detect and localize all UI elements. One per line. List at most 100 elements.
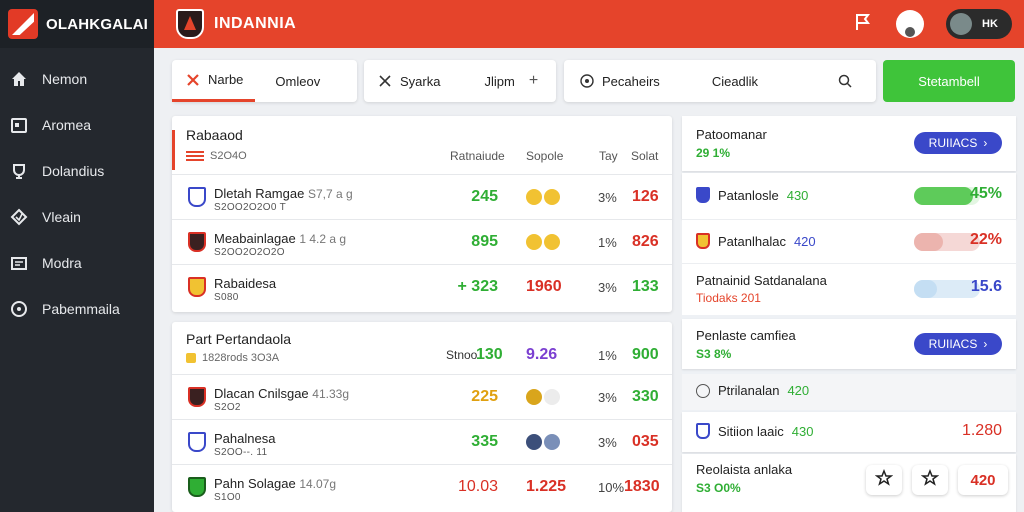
team-meta: S2OO2O2O0 T bbox=[214, 202, 287, 213]
tab-omleov[interactable]: Omleov bbox=[275, 73, 321, 89]
favorite-button[interactable] bbox=[912, 465, 948, 495]
cross-tools-icon bbox=[186, 73, 200, 87]
globe-icon bbox=[580, 74, 594, 88]
cup-icon bbox=[10, 162, 28, 180]
sidebar-nav: Nemon Aromea Dolandius Vleain Modra bbox=[0, 56, 154, 332]
coins-icon bbox=[526, 389, 560, 405]
progress-fill bbox=[914, 187, 974, 205]
tab-pecaheirs[interactable]: Pecaheirs bbox=[602, 73, 660, 89]
panel-title: Patoomanar bbox=[696, 127, 767, 142]
panel-row[interactable]: Patanlosle 430 45% bbox=[682, 173, 1016, 219]
value-total: 330 bbox=[632, 388, 659, 405]
panel-row-label: Patnainid Satdanalana bbox=[696, 273, 827, 288]
right-panel: Patoomanar 29 1% RUIIACS › Patanlosle 43… bbox=[682, 116, 1016, 512]
panel-row[interactable]: Ptrilanalan 420 bbox=[682, 374, 1016, 410]
header-label: Stnoo bbox=[446, 348, 478, 362]
column-header: Tay bbox=[599, 149, 618, 163]
sidebar-item-aromea[interactable]: Aromea bbox=[0, 102, 154, 148]
add-icon[interactable]: + bbox=[528, 72, 539, 89]
value-total: 035 bbox=[632, 433, 659, 450]
panel-row-inline: 430 bbox=[786, 187, 809, 203]
progress-bar bbox=[914, 233, 980, 251]
team-meta: S2OO--. 11 bbox=[214, 447, 268, 458]
panel-action-button[interactable]: RUIIACS › bbox=[914, 333, 1002, 355]
sidebar: OLAHKGALAI Nemon Aromea Dolandius Vleain bbox=[0, 0, 154, 512]
club-crest-icon[interactable] bbox=[176, 9, 204, 39]
filter-group-2: Syarka Jlipm + bbox=[364, 60, 556, 102]
panel-block-summary: Penlaste camfiea S3 8% RUIIACS › bbox=[682, 319, 1016, 369]
panel-row[interactable]: Patanlhalac 420 22% bbox=[682, 219, 1016, 263]
card-title: Part Pertandaola bbox=[186, 331, 292, 347]
team-badge-icon bbox=[696, 423, 710, 439]
panel-block-summary: Patoomanar 29 1% RUIIACS › bbox=[682, 116, 1016, 171]
sword-icon bbox=[378, 74, 392, 88]
table-row[interactable]: Rabaidesa S080 + 323 1960 3% 133 bbox=[172, 264, 672, 309]
table-row[interactable]: Meabainlagae 1 4.2 a g S2OO2O2O2O 895 1%… bbox=[172, 219, 672, 264]
star-outline-icon bbox=[874, 468, 894, 492]
tab-cieadlik[interactable]: Cieadlik bbox=[711, 73, 759, 89]
user-menu-button[interactable]: HK bbox=[946, 9, 1012, 39]
team-name: Dlacan Cnilsgae 41.33g bbox=[214, 386, 349, 401]
tab-syarka[interactable]: Syarka bbox=[400, 73, 441, 89]
accent-bar bbox=[172, 130, 175, 170]
primary-action-button[interactable]: Stetambell bbox=[883, 60, 1015, 102]
search-icon[interactable] bbox=[838, 74, 852, 88]
team-badge-icon bbox=[188, 432, 206, 452]
value-secondary: 1960 bbox=[526, 278, 562, 295]
panel-action-button[interactable]: RUIIACS › bbox=[914, 132, 1002, 154]
value-percent: 10% bbox=[598, 480, 625, 495]
panel-row[interactable]: Patnainid Satdanalana Tiodaks 201 15.6 bbox=[682, 263, 1016, 315]
arrow-right-icon: › bbox=[983, 136, 988, 150]
tab-jlipm[interactable]: Jlipm bbox=[484, 73, 515, 89]
panel-row-value: 22% bbox=[969, 231, 1002, 248]
table-row[interactable]: Pahalnesa S2OO--. 11 335 3% 035 bbox=[172, 419, 672, 464]
brand[interactable]: OLAHKGALAI bbox=[0, 0, 154, 48]
column-header: Sopole bbox=[526, 149, 564, 163]
team-name: Pahalnesa bbox=[214, 431, 276, 446]
flag-icon[interactable] bbox=[852, 11, 874, 38]
panel-stat: 29 1% bbox=[696, 146, 731, 160]
tab-narbe[interactable]: Narbe bbox=[172, 60, 256, 102]
header-value: 130 bbox=[476, 346, 503, 363]
top-right-actions: HK bbox=[852, 9, 1012, 39]
panel-row[interactable]: Sitiion laaic 430 1.280 bbox=[682, 412, 1016, 452]
sidebar-item-nemon[interactable]: Nemon bbox=[0, 56, 154, 102]
table-row[interactable]: Pahn Solagae 14.07g S1O0 10.03 1.225 10%… bbox=[172, 464, 672, 509]
board-icon bbox=[10, 254, 28, 272]
value-total: 126 bbox=[632, 188, 659, 205]
share-button[interactable] bbox=[866, 465, 902, 495]
panel-row-label: Sitiion laaic bbox=[718, 423, 784, 439]
panel-stat: S3 O0% bbox=[696, 481, 741, 495]
team-meta: S1O0 bbox=[214, 492, 241, 503]
team-name: Meabainlagae 1 4.2 a g bbox=[214, 231, 347, 246]
progress-fill bbox=[914, 233, 944, 251]
trophy-icon bbox=[186, 353, 196, 363]
progress-bar bbox=[914, 187, 980, 205]
sidebar-item-dolandius[interactable]: Dolandius bbox=[0, 148, 154, 194]
user-label: HK bbox=[982, 18, 998, 30]
value-percent: 3% bbox=[598, 390, 617, 405]
panel-row-value: 15.6 bbox=[970, 278, 1002, 295]
sidebar-item-modra[interactable]: Modra bbox=[0, 240, 154, 286]
sidebar-item-vleain[interactable]: Vleain bbox=[0, 194, 154, 240]
sidebar-item-label: Vleain bbox=[42, 209, 81, 225]
value-primary: + 323 bbox=[457, 278, 498, 295]
card-title: Rabaaod bbox=[186, 127, 243, 143]
score-badge[interactable]: 420 bbox=[958, 465, 1008, 495]
table-row[interactable]: Dletah Ramgae S7,7 a g S2OO2O2O0 T 245 3… bbox=[172, 174, 672, 219]
value-percent: 3% bbox=[598, 280, 617, 295]
panel-row-inline: 420 bbox=[787, 383, 810, 398]
panel-row-value: 1.280 bbox=[961, 422, 1002, 439]
home-icon bbox=[10, 70, 28, 88]
table-row[interactable]: Dlacan Cnilsgae 41.33g S2O2 225 3% 330 bbox=[172, 374, 672, 419]
card-subtitle: S2O4O bbox=[186, 150, 247, 162]
panel-row-value: 45% bbox=[969, 185, 1002, 202]
value-primary: 245 bbox=[471, 188, 498, 205]
progress-bar bbox=[914, 280, 980, 298]
card-subtitle: 1828rods 3O3A bbox=[186, 352, 279, 364]
sidebar-item-pabemmaila[interactable]: Pabemmaila bbox=[0, 286, 154, 332]
standings-card-2: Part Pertandaola 1828rods 3O3A Stnoo 130… bbox=[172, 322, 672, 512]
team-badge-icon bbox=[188, 187, 206, 207]
avatar[interactable] bbox=[896, 10, 924, 38]
progress-fill bbox=[914, 280, 938, 298]
